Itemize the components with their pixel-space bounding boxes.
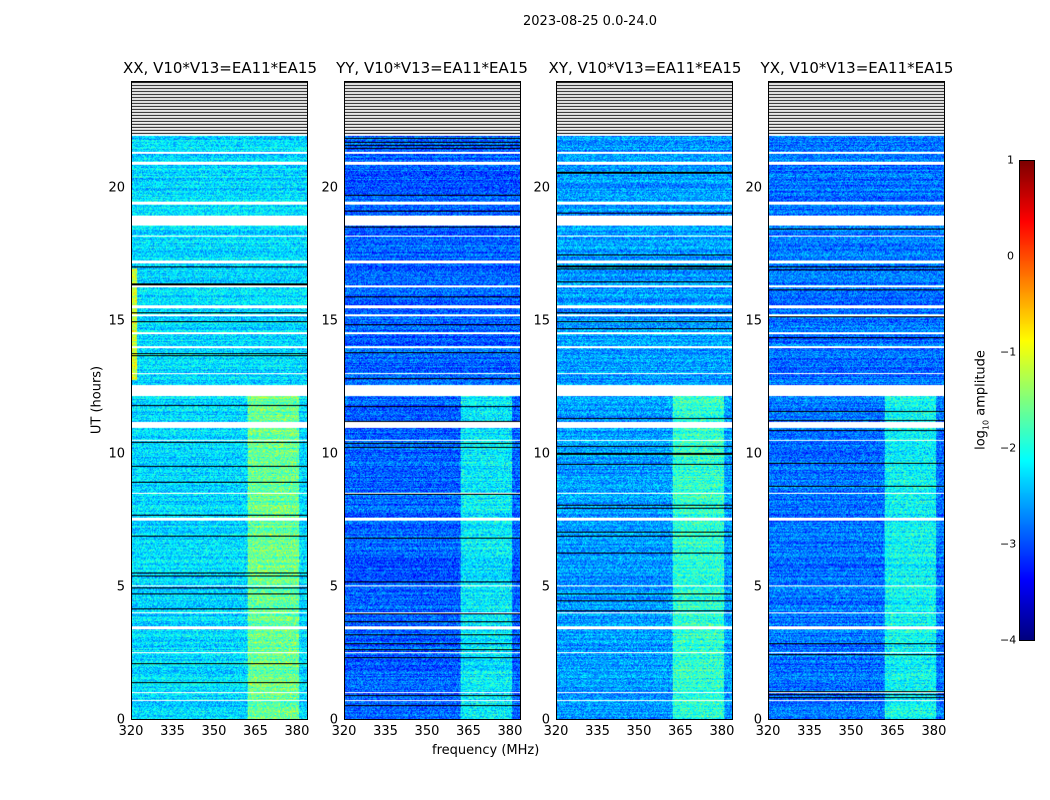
heatmap-panel-yx (768, 81, 945, 720)
panel-title-yy: YY, V10*V13=EA11*EA15 (336, 59, 528, 77)
heatmap-panel-yy (344, 81, 521, 720)
colorbar-tick-label: −1 (1000, 345, 1017, 359)
x-tick-label: 365 (668, 724, 693, 739)
x-tick-label: 350 (626, 724, 652, 739)
y-tick-label: 15 (108, 313, 125, 329)
x-tick-label: 335 (585, 724, 610, 739)
y-tick-label: 5 (116, 579, 125, 595)
y-tick-label: 10 (745, 446, 762, 462)
y-tick-label: 0 (116, 712, 125, 728)
x-tick-label: 365 (880, 724, 905, 739)
x-tick-label: 335 (160, 724, 185, 739)
y-tick-label: 20 (745, 180, 762, 195)
y-tick-label: 0 (753, 712, 762, 728)
x-tick-label: 350 (414, 724, 440, 739)
colorbar (1019, 160, 1035, 641)
panel-title-xy: XY, V10*V13=EA11*EA15 (548, 59, 742, 77)
y-tick-label: 20 (108, 180, 125, 195)
x-tick-label: 380 (921, 724, 947, 739)
x-tick-label: 320 (331, 724, 357, 739)
colorbar-tick-label: −4 (1000, 633, 1017, 647)
panel-title-xx: XX, V10*V13=EA11*EA15 (122, 59, 318, 77)
x-tick-label: 365 (243, 724, 268, 739)
colorbar-tick-label: 1 (1007, 153, 1014, 167)
panel-title-yx: YX, V10*V13=EA11*EA15 (760, 59, 954, 77)
y-tick-label: 5 (329, 579, 338, 595)
x-tick-label: 335 (797, 724, 822, 739)
x-tick-label: 320 (755, 724, 781, 739)
x-axis-label: frequency (MHz) (432, 743, 540, 758)
y-tick-label: 10 (321, 446, 338, 462)
x-tick-label: 335 (373, 724, 398, 739)
y-tick-label: 5 (541, 579, 550, 595)
y-tick-label: 15 (321, 313, 338, 329)
x-tick-label: 380 (497, 724, 523, 739)
y-tick-label: 5 (753, 579, 762, 595)
y-tick-label: 0 (329, 712, 338, 728)
y-tick-label: 15 (745, 313, 762, 329)
y-tick-label: 0 (541, 712, 550, 728)
colorbar-tick-label: −3 (1000, 537, 1017, 551)
x-tick-label: 320 (118, 724, 144, 739)
x-tick-label: 350 (201, 724, 227, 739)
y-tick-label: 10 (533, 446, 550, 462)
colorbar-tick-label: −2 (1000, 441, 1017, 455)
x-tick-label: 320 (543, 724, 569, 739)
y-tick-label: 15 (533, 313, 550, 329)
y-tick-label: 20 (321, 180, 338, 195)
heatmap-panel-xx (131, 81, 308, 720)
x-tick-label: 380 (709, 724, 735, 739)
y-axis-label: UT (hours) (89, 365, 105, 435)
figure-title: 2023-08-25 0.0-24.0 (523, 14, 657, 29)
x-tick-label: 365 (456, 724, 481, 739)
y-tick-label: 10 (108, 446, 125, 462)
x-tick-label: 350 (838, 724, 864, 739)
x-tick-label: 380 (284, 724, 310, 739)
y-tick-label: 20 (533, 180, 550, 195)
colorbar-tick-label: 0 (1007, 249, 1014, 263)
colorbar-label: log10 amplitude (973, 350, 991, 450)
heatmap-panel-xy (556, 81, 733, 720)
